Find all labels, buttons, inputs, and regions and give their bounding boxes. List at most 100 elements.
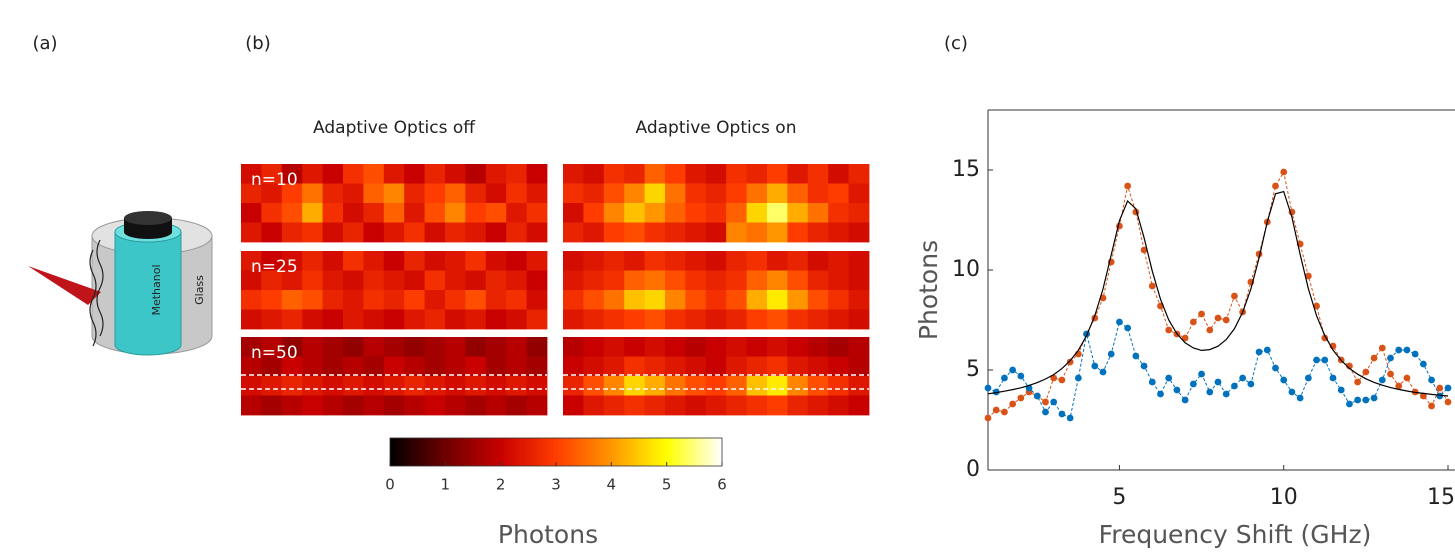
heatmap-cell (767, 395, 788, 416)
colorbar-segment (647, 438, 651, 466)
heatmap-cell (705, 356, 727, 377)
colorbar-segment (669, 438, 673, 466)
heatmap-cell (644, 270, 666, 291)
colorbar-segment (425, 438, 430, 466)
colorbar-segment (713, 438, 717, 466)
heatmap-cell (807, 164, 829, 184)
heatmap-cell (603, 203, 625, 223)
heatmap-cell (383, 164, 405, 184)
data-point (1173, 386, 1181, 394)
heatmap-cell (343, 309, 364, 330)
heatmap-cell (705, 309, 727, 330)
heatmap-cell (746, 164, 768, 184)
colorbar-segment (392, 438, 396, 466)
heatmap-cell (485, 164, 507, 184)
data-point (1436, 384, 1444, 392)
colorbar-segment (464, 438, 468, 466)
heatmap-cell (767, 222, 788, 243)
heatmap-cell (363, 290, 385, 310)
heatmap-cell (404, 203, 425, 223)
heatmap-cell (322, 356, 344, 377)
colorbar-segment (470, 438, 474, 466)
colorbar-segment (564, 438, 568, 466)
heatmap-cell (665, 270, 686, 291)
heatmap-cell (787, 337, 809, 357)
heatmap-cell (302, 203, 323, 223)
heatmap-cell (322, 309, 344, 330)
heatmap-cell (746, 222, 768, 243)
data-point (1272, 182, 1279, 190)
heatmap-cell (787, 309, 809, 330)
data-point (1354, 378, 1362, 386)
colorbar-segment (586, 438, 590, 466)
heatmap-cell (322, 251, 344, 271)
heatmap-cell (563, 270, 584, 291)
heatmap-cell (281, 290, 303, 310)
colorbar-segment (652, 438, 656, 466)
data-point (1419, 392, 1427, 400)
data-point (1107, 350, 1115, 358)
data-point (1001, 374, 1008, 382)
heatmap-cell (465, 356, 487, 377)
colorbar-segment (641, 438, 645, 466)
heatmap-cell (465, 290, 487, 310)
colorbar-label: Photons (498, 520, 598, 549)
heatmap-cell (603, 183, 625, 204)
colorbar-segment (533, 438, 538, 466)
heatmap-cell (705, 290, 727, 310)
heatmap-cell (705, 164, 727, 184)
heatmap-cell (685, 309, 707, 330)
heatmap-cell (383, 395, 405, 416)
heatmap-cell (767, 203, 788, 223)
heatmap-cell (665, 309, 686, 330)
heatmap-cell (563, 376, 584, 396)
heatmap-cell (767, 251, 788, 271)
colorbar-segment (611, 438, 615, 466)
data-point (1157, 390, 1164, 398)
heatmap-cell (485, 183, 507, 204)
heatmap-cell (644, 183, 666, 204)
row-label: n=10 (251, 170, 298, 190)
heatmap-cell (828, 290, 849, 310)
heatmap-cell (281, 251, 303, 271)
data-point (1222, 390, 1230, 398)
heatmap-cell (828, 251, 849, 271)
heatmap-cell (363, 270, 385, 291)
colorbar-segment (484, 438, 488, 466)
heatmap-cell (506, 164, 527, 184)
heatmap-cell (302, 183, 323, 204)
heatmap-cell (363, 337, 385, 357)
heatmap-cell (746, 309, 768, 330)
data-point (1428, 376, 1435, 384)
heatmap-cell (506, 376, 527, 396)
colorbar-segment (661, 438, 665, 466)
heatmap-cell (828, 356, 849, 377)
heatmap-cell (343, 356, 364, 377)
colorbar-segment (666, 438, 670, 466)
colorbar-segment (567, 438, 571, 466)
heatmap-cell (281, 309, 303, 330)
colorbar-segment (520, 438, 524, 466)
colorbar-segment (542, 438, 546, 466)
data-point (1033, 392, 1041, 400)
heatmap-cell (644, 337, 666, 357)
heatmap-cell (343, 290, 364, 310)
colorbar-segment (420, 438, 424, 466)
data-point (1181, 396, 1189, 404)
heatmap-cell (848, 164, 870, 184)
heatmap-cell (807, 290, 829, 310)
column-title: Adaptive Optics off (313, 118, 476, 138)
heatmap-cell (563, 290, 584, 310)
colorbar-segment (459, 438, 463, 466)
heatmap-cell (705, 376, 727, 396)
heatmap-cell (787, 222, 809, 243)
heatmap-cell (506, 183, 527, 204)
data-point (1140, 362, 1148, 370)
heatmap-cell (506, 356, 527, 377)
heatmap-cell (726, 222, 747, 243)
data-point (1444, 398, 1452, 406)
heatmap-cell (726, 270, 747, 291)
heatmap-cell (526, 356, 548, 377)
data-point (1058, 376, 1066, 384)
colorbar-segment (503, 438, 507, 466)
